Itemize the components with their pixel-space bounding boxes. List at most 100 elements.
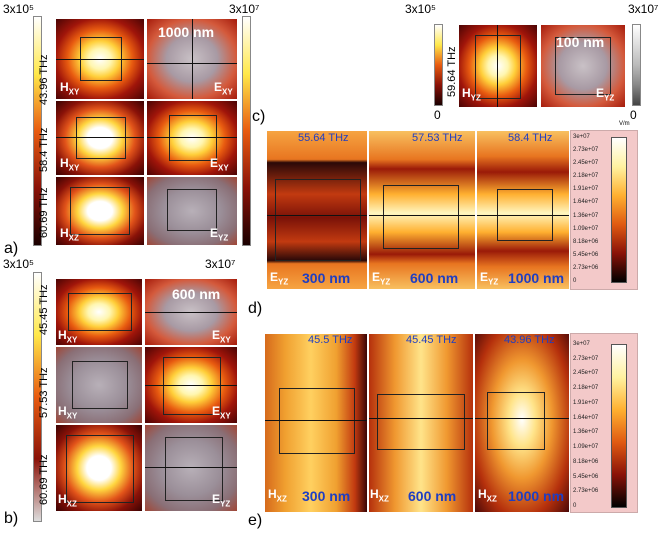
b-freq-label-3: 60.69 THz [38, 454, 50, 505]
b-left-colorbar-max: 3x10⁵ [3, 257, 34, 271]
top-left-colorbar-min: 0 [434, 108, 441, 122]
top-size-label: 100 nm [556, 34, 605, 50]
b-exy-panel-1 [144, 278, 238, 346]
c-eyz-panel-600 [368, 130, 476, 290]
c-freq-label-1: 55.64 THz [298, 132, 349, 144]
e-legend-tick-label: 0 [573, 503, 577, 509]
c-label-eyz-2: EYZ [372, 270, 391, 287]
e-size-label-1: 300 nm [302, 488, 351, 504]
top-label-hyz: HYZ [462, 86, 481, 103]
c-label-eyz-3: EYZ [480, 270, 499, 287]
a-exy-panel-2 [146, 100, 238, 176]
e-legend-tick-label: 1.64e+07 [573, 414, 599, 421]
e-hxz-panel-300 [264, 333, 368, 513]
c-legend-tick-label: 1.64e+07 [573, 199, 599, 206]
b-hxy-panel-1 [55, 278, 143, 346]
top-right-colorbar-min: 0 [630, 108, 637, 122]
e-freq-label-2: 45.45 THz [406, 334, 457, 346]
a-label-hxy-1: HXY [60, 80, 80, 97]
e-legend-tick-label: 1.09e+07 [573, 444, 599, 451]
b-label-hxz: HXZ [58, 492, 77, 509]
a-size-label: 1000 nm [158, 24, 215, 40]
c-eyz-panel-1000 [476, 130, 570, 290]
c-size-label-1: 300 nm [302, 270, 351, 286]
e-legend-tick-label: 2.73e+06 [573, 488, 599, 495]
top-right-colorbar-max: 3x10⁷ [628, 2, 659, 16]
b-size-label: 600 nm [172, 286, 221, 302]
e-hxz-panel-600 [368, 333, 474, 513]
c-legend-tick-label: 2.73e+06 [573, 264, 599, 271]
b-left-colorbar [33, 272, 42, 522]
e-label-hxz-1: HXZ [268, 487, 287, 504]
a-hxy-panel-2 [55, 100, 145, 176]
c-legend-tick-label: 1.09e+07 [573, 225, 599, 232]
top-freq-label: 59.64 THz [446, 46, 458, 97]
e-legend-tick-label: 2.45e+07 [573, 370, 599, 377]
e-legend: 3e+07 2.73e+07 2.45e+07 2.18e+07 1.91e+07 1.6… [570, 333, 638, 513]
b-freq-label-1: 45.45 THz [38, 284, 50, 335]
c-legend-tick-label: 2.73e+07 [573, 147, 599, 154]
top-hyz-panel [458, 24, 538, 108]
a-right-colorbar [242, 16, 251, 246]
b-hxz-panel [55, 424, 143, 512]
c-legend-tick-label: 2.45e+07 [573, 160, 599, 167]
c-legend-tick-label: 1.36e+07 [573, 212, 599, 219]
a-freq-label-1: 43.96 THz [38, 54, 50, 105]
a-panel-letter: a) [4, 240, 19, 257]
e-legend-tick-label: 1.36e+07 [573, 429, 599, 436]
e-legend-tick-label: 2.18e+07 [573, 385, 599, 392]
e-freq-label-3: 43.96 THz [504, 334, 555, 346]
e-size-label-2: 600 nm [408, 488, 457, 504]
e-freq-label-1: 45.5 THz [308, 334, 353, 346]
a-exy-panel-1 [146, 18, 238, 100]
b-label-hxy-1: HXY [58, 328, 78, 345]
top-right-colorbar [632, 24, 641, 106]
c-legend-tick-label: 2.18e+07 [573, 173, 599, 180]
a-eyz-panel [146, 176, 238, 246]
c-legend-tick-label: 1.91e+07 [573, 186, 599, 193]
a-right-colorbar-max: 3x10⁷ [229, 2, 260, 16]
e-label-hxz-3: HXZ [478, 487, 497, 504]
e-hxz-panel-1000 [474, 333, 570, 513]
b-label-exy-1: EXY [212, 328, 231, 345]
c-label-eyz-1: EYZ [270, 270, 289, 287]
b-eyz-panel [144, 424, 238, 512]
e-size-label-3: 1000 nm [508, 488, 565, 504]
c-freq-label-2: 57.53 THz [412, 132, 463, 144]
e-legend-tick-label: 3e+07 [573, 341, 590, 347]
top-label-eyz: EYZ [596, 86, 615, 103]
d-panel-letter: d) [248, 300, 263, 317]
a-hxy-panel-1 [55, 18, 145, 100]
c-legend-tick-label: 8.18e+06 [573, 238, 599, 245]
b-panel-letter: b) [4, 510, 19, 527]
c-eyz-panel-300 [266, 130, 368, 290]
c-legend-tick-label: 3e+07 [573, 134, 590, 140]
c-legend-tick-label: 0 [573, 278, 577, 284]
top-left-colorbar-max: 3x10⁵ [405, 2, 436, 16]
a-label-hxy-2: HXY [60, 156, 80, 173]
c-legend-unit: V/m [619, 121, 630, 127]
a-hxz-panel [55, 176, 145, 246]
b-hxy-panel-2 [55, 346, 143, 424]
a-freq-label-2: 58.4 THz [38, 127, 50, 172]
e-legend-colorbar [611, 344, 627, 508]
b-label-eyz: EYZ [212, 492, 231, 509]
e-legend-tick-label: 8.18e+06 [573, 458, 599, 465]
b-right-colorbar-max: 3x10⁷ [205, 257, 236, 271]
top-left-colorbar [434, 24, 443, 106]
c-legend-colorbar [611, 137, 627, 283]
e-legend-tick-label: 5.45e+06 [573, 473, 599, 480]
e-legend-tick-label: 1.91e+07 [573, 399, 599, 406]
a-left-colorbar-max: 3x10⁵ [3, 2, 34, 16]
c-legend-tick-label: 5.45e+06 [573, 251, 599, 258]
b-exy-panel-2 [144, 346, 238, 424]
top-eyz-panel [540, 24, 626, 108]
c-freq-label-3: 58.4 THz [508, 132, 553, 144]
b-label-exy-2: EXY [212, 404, 231, 421]
c-size-label-3: 1000 nm [508, 270, 565, 286]
c-legend: V/m 3e+07 2.73e+07 2.45e+07 2.18e+07 1.91e+0… [570, 121, 638, 290]
e-panel-letter: e) [248, 512, 263, 529]
b-label-hxy-2: HXY [58, 404, 78, 421]
a-label-exy-2: EXY [210, 156, 229, 173]
c-panel-letter: c) [252, 108, 266, 125]
